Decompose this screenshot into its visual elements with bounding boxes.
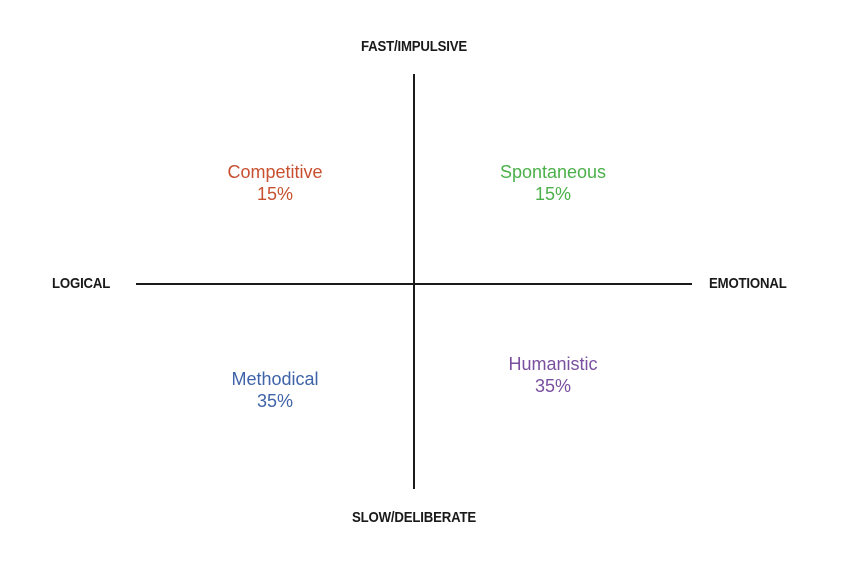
quadrant-humanistic: Humanistic 35% bbox=[508, 353, 597, 397]
horizontal-axis-line bbox=[136, 283, 692, 285]
axis-label-bottom: SLOW/DELIBERATE bbox=[352, 509, 476, 526]
axis-label-right: EMOTIONAL bbox=[709, 275, 787, 292]
axis-label-top: FAST/IMPULSIVE bbox=[360, 38, 468, 55]
quadrant-name: Competitive bbox=[227, 162, 323, 182]
quadrant-name: Methodical bbox=[231, 369, 319, 389]
quadrant-spontaneous: Spontaneous 15% bbox=[500, 161, 606, 205]
quadrant-name: Humanistic bbox=[508, 354, 598, 374]
quadrant-percent: 15% bbox=[534, 184, 572, 204]
quadrant-competitive: Competitive 15% bbox=[227, 161, 322, 205]
quadrant-percent: 15% bbox=[256, 184, 294, 204]
axis-label-left: LOGICAL bbox=[52, 275, 111, 292]
quadrant-percent: 35% bbox=[534, 376, 572, 396]
quadrant-percent: 35% bbox=[256, 391, 294, 411]
quadrant-methodical: Methodical 35% bbox=[231, 368, 318, 412]
vertical-axis-line bbox=[413, 74, 415, 489]
quadrant-name: Spontaneous bbox=[499, 162, 607, 182]
